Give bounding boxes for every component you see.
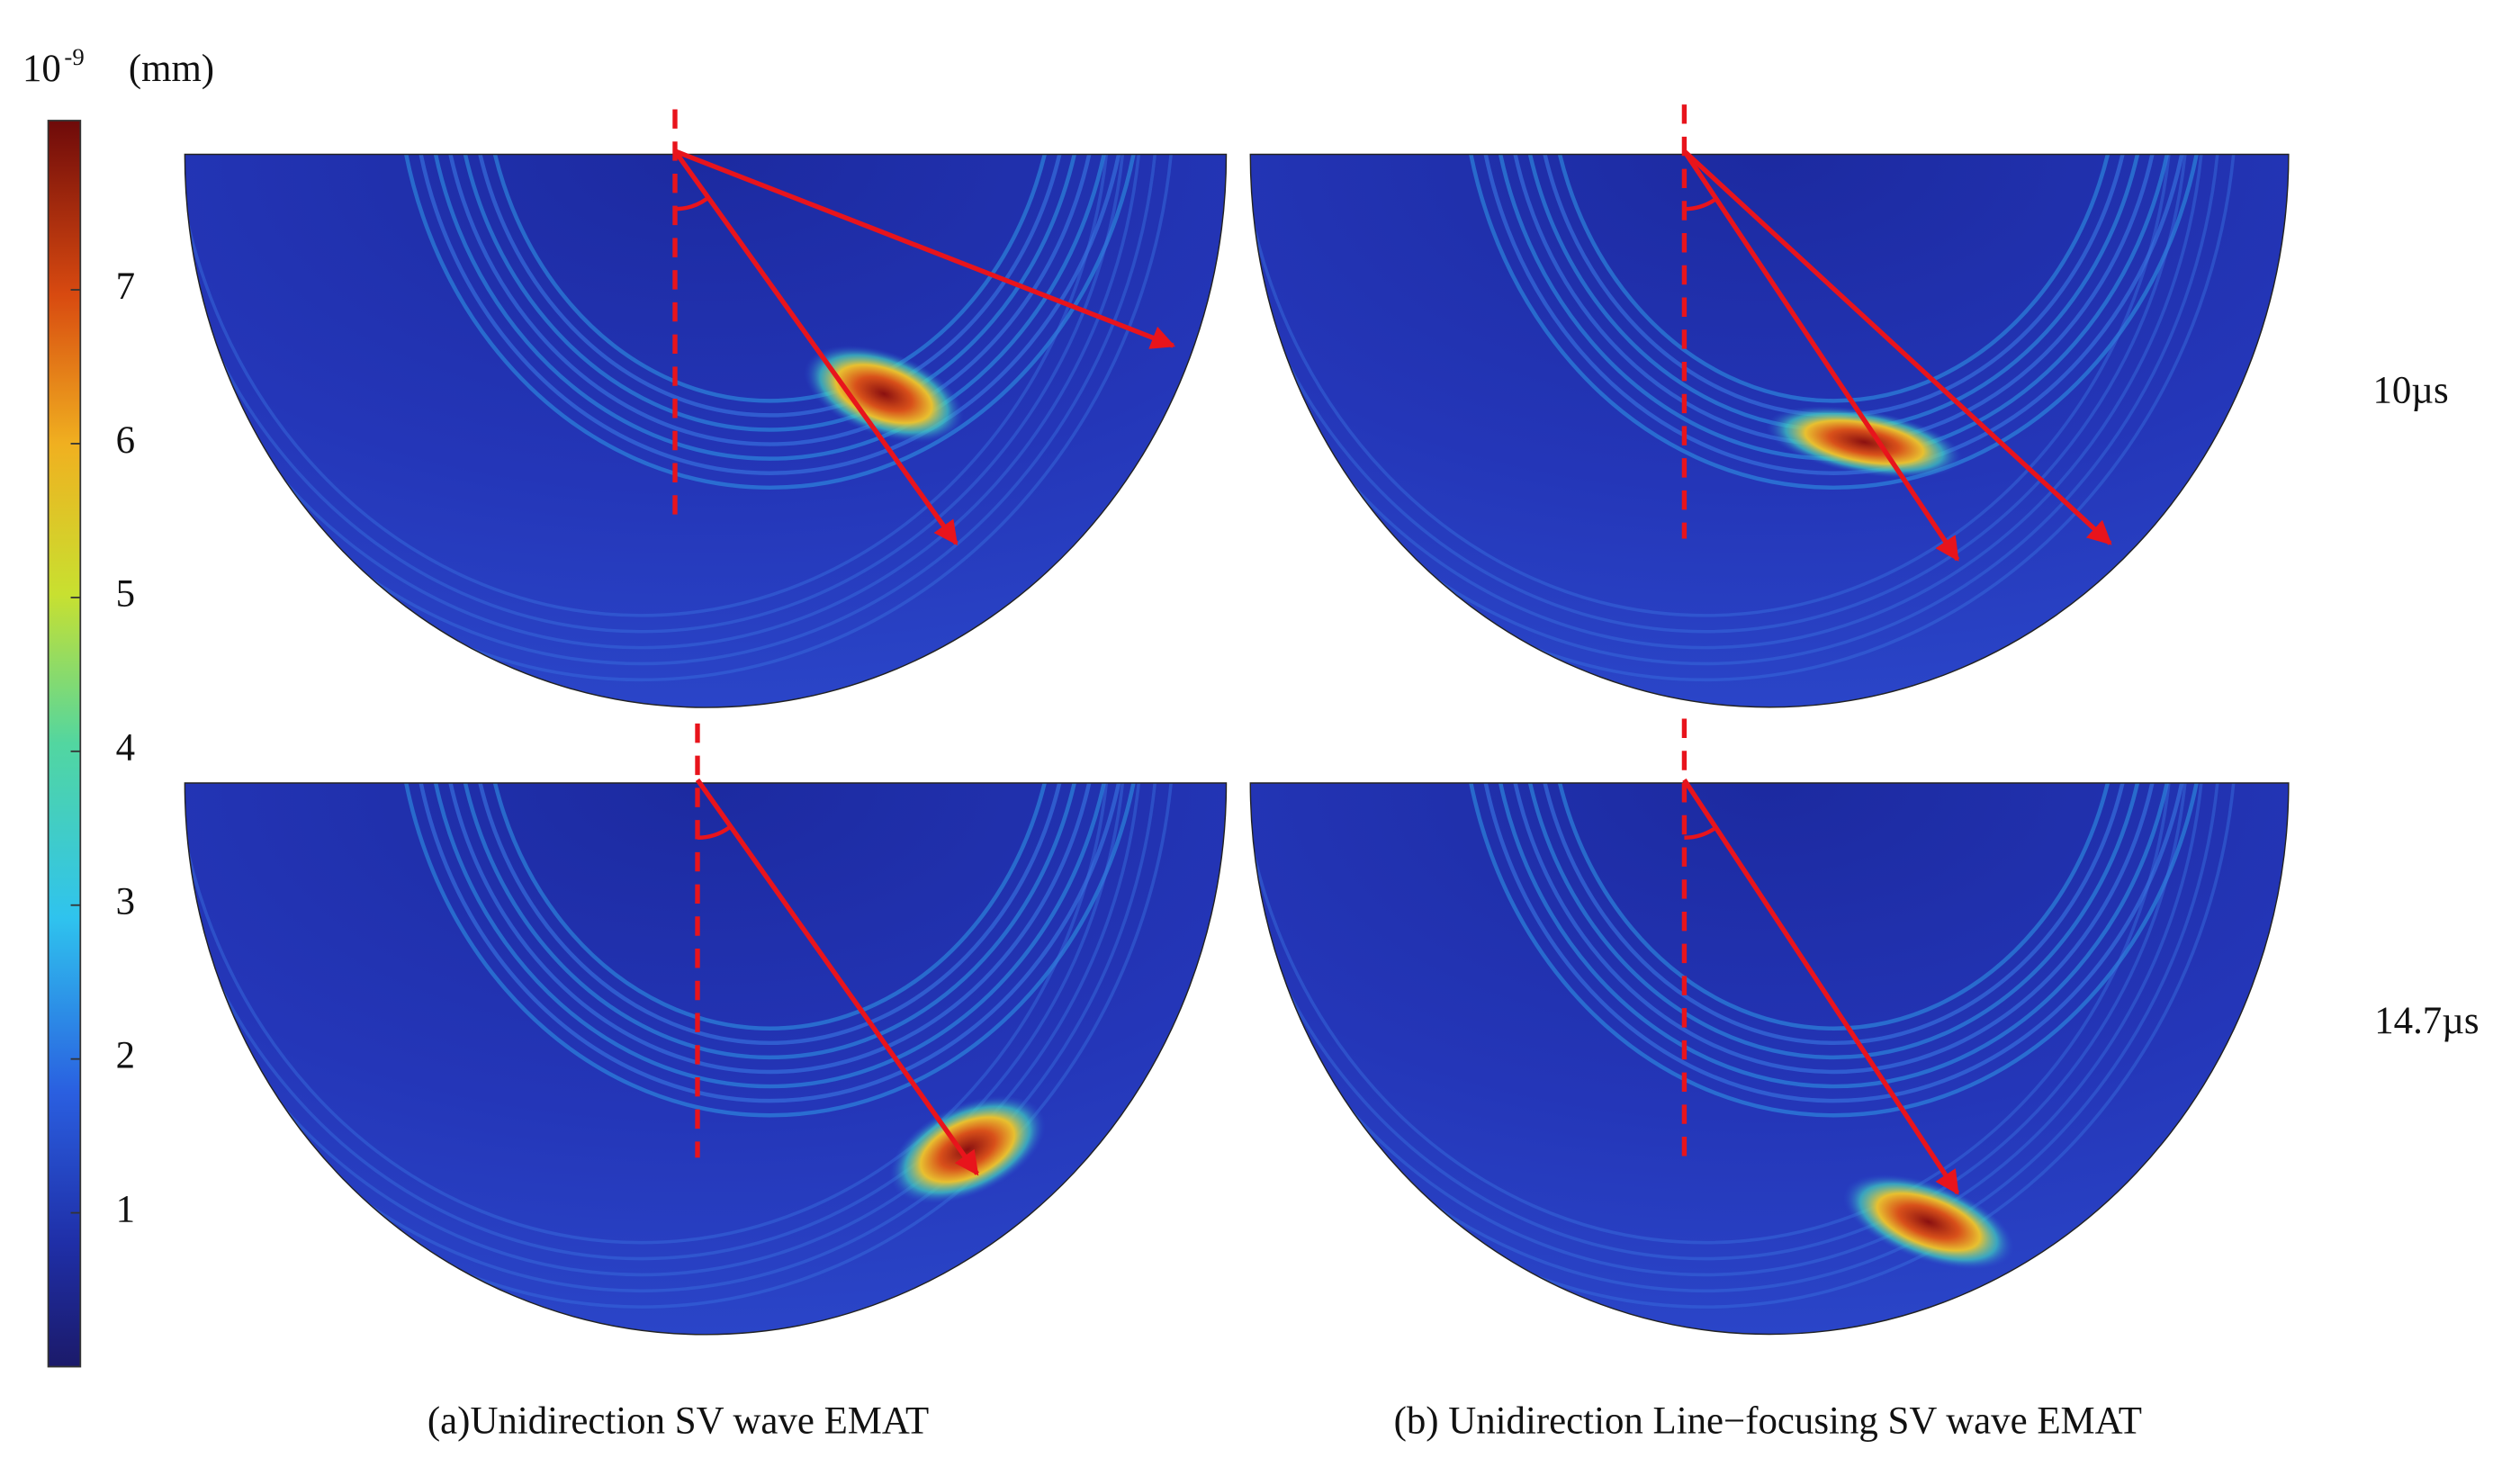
- panel-outline: [184, 782, 1228, 1336]
- wave-field: [184, 783, 1227, 1335]
- half-disc: [184, 154, 1227, 708]
- wave-band: [1250, 783, 2223, 1293]
- hot-spot: [804, 345, 964, 443]
- wave-band: [423, 154, 1117, 461]
- wave-band: [409, 154, 1131, 475]
- wave-band: [1250, 154, 2174, 617]
- panel-outline: [184, 153, 1228, 708]
- angle-arc: [697, 825, 731, 840]
- half-disc: [1250, 783, 2289, 1335]
- beam-arrow: [1682, 149, 1960, 562]
- wave-band: [1250, 154, 2207, 650]
- caption: (a)Unidirection SV wave EMAT: [428, 1400, 929, 1443]
- wave-band: [1531, 783, 2137, 1046]
- wave-band: [452, 154, 1087, 432]
- hot-spot: [1842, 1174, 2014, 1270]
- wave-band: [409, 783, 1131, 1103]
- colorbar-tick-label: 2: [116, 1034, 135, 1076]
- wave-band: [452, 783, 1087, 1060]
- wave-band: [466, 154, 1073, 418]
- beam-arrow: [674, 148, 1176, 349]
- wave-band: [1473, 783, 2194, 1103]
- wave-band: [1546, 783, 2121, 1030]
- beam-arrow: [1682, 148, 2112, 545]
- wave-band: [1502, 783, 2165, 1075]
- wave-band: [481, 783, 1058, 1030]
- wave-band: [184, 783, 1144, 1277]
- colorbar-tick-label: 3: [116, 881, 135, 923]
- panels: [184, 104, 2290, 1336]
- wave-band: [184, 154, 1144, 650]
- wave-band: [423, 783, 1117, 1089]
- hot-spot: [1766, 406, 1963, 479]
- time-label: 14.7µs: [2374, 1000, 2479, 1042]
- wave-band: [1546, 154, 2121, 403]
- colorbar-unit: (mm): [129, 48, 214, 90]
- wave-field: [184, 154, 1227, 708]
- wave-field: [1250, 783, 2289, 1335]
- wave-band: [1459, 154, 2209, 490]
- colorbar: [47, 120, 82, 1368]
- angle-arc: [674, 196, 708, 212]
- wave-band: [1250, 783, 2174, 1245]
- beam-arrow: [1682, 778, 1960, 1195]
- panel-outline: [1249, 782, 2290, 1336]
- beam-arrow: [695, 778, 979, 1176]
- wave-band: [1473, 154, 2194, 475]
- wave-band: [1488, 783, 2180, 1089]
- wave-band: [394, 783, 1146, 1118]
- colorbar-tick-label: 1: [116, 1188, 135, 1230]
- beam-arrow: [672, 149, 958, 546]
- wave-band: [1250, 783, 2207, 1277]
- wave-band: [481, 154, 1058, 403]
- wave-band: [466, 783, 1073, 1046]
- wave-band: [1459, 783, 2209, 1118]
- wave-band: [184, 783, 1176, 1309]
- wave-band: [1516, 783, 2151, 1060]
- half-disc: [184, 783, 1227, 1335]
- wave-band: [184, 783, 1112, 1245]
- colorbar-exponent: -9: [64, 43, 84, 70]
- panel-outline: [1249, 153, 2290, 708]
- colorbar-tick-label: 4: [116, 727, 135, 770]
- colorbar-tick-label: 5: [116, 573, 135, 616]
- caption: (b) Unidirection Line−focusing SV wave E…: [1394, 1400, 2142, 1443]
- colorbar-tick-label: 7: [116, 266, 135, 308]
- wave-band: [184, 154, 1128, 634]
- colorbar-tick-label: 6: [116, 419, 135, 462]
- wave-band: [1250, 154, 2238, 682]
- wave-band: [1250, 154, 2223, 666]
- wave-band: [437, 783, 1102, 1075]
- wave-band: [184, 783, 1160, 1293]
- wave-band: [1250, 783, 2238, 1309]
- wave-band: [437, 154, 1102, 446]
- wave-field: [1250, 154, 2289, 707]
- angle-arc: [1684, 197, 1716, 212]
- angle-arc: [1684, 826, 1716, 840]
- wave-band: [184, 154, 1160, 666]
- colorbar-base: 10: [22, 48, 61, 90]
- wave-band: [184, 783, 1128, 1261]
- wave-band: [184, 154, 1176, 682]
- wave-band: [1250, 783, 2191, 1261]
- wave-band: [1250, 154, 2191, 634]
- wave-band: [184, 154, 1112, 617]
- wave-band: [394, 154, 1146, 490]
- time-label: 10µs: [2372, 370, 2448, 412]
